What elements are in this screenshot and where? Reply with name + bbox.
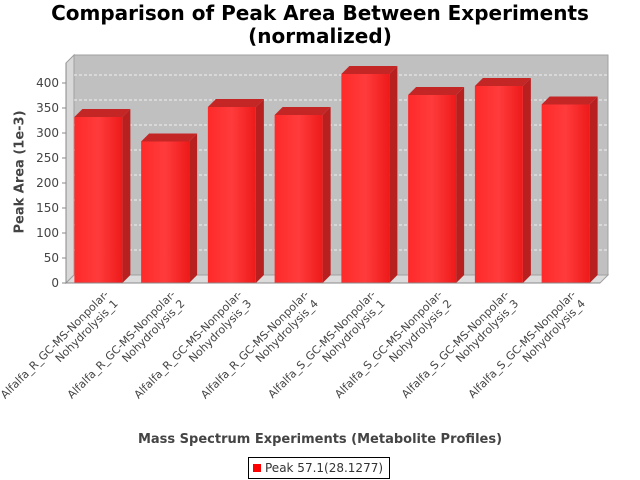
bar-side-3	[255, 99, 264, 283]
bar-1	[74, 109, 131, 283]
bar-top-2	[141, 133, 198, 142]
bars	[74, 66, 598, 283]
bar-8	[541, 96, 598, 283]
bar-side-1	[122, 109, 131, 283]
bar-side-4	[322, 107, 331, 283]
bar-front-8	[541, 104, 590, 283]
bar-top-3	[207, 99, 264, 107]
bar-front-5	[341, 74, 390, 283]
bar-6	[408, 87, 465, 283]
y-tick-label-5: 250	[36, 151, 59, 165]
y-tick-label-2: 100	[36, 226, 59, 240]
bar-side-6	[456, 87, 465, 283]
bar-4	[274, 107, 331, 283]
x-axis: Alfalfa_R_GC-MS-Nonpolar-Nohydrolysis_1A…	[0, 282, 600, 411]
y-tick-label-3: 150	[36, 201, 59, 215]
plot-left-wall	[65, 53, 75, 285]
legend-swatch	[253, 464, 261, 472]
x-tick-label-1: Alfalfa_R_GC-MS-Nonpolar-Nohydrolysis_1	[0, 288, 121, 411]
bar-top-8	[541, 96, 598, 105]
bar-top-4	[274, 107, 331, 115]
bar-2	[141, 133, 198, 283]
legend: Peak 57.1(28.1277)	[248, 457, 391, 479]
bar-front-4	[274, 115, 323, 283]
chart-title-line-1: Comparison of Peak Area Between Experime…	[51, 1, 589, 25]
bar-5	[341, 66, 398, 283]
bar-top-7	[474, 78, 531, 86]
bar-top-6	[408, 87, 465, 95]
bar-7	[474, 78, 531, 283]
y-axis-label: Peak Area (1e-3)	[12, 110, 28, 234]
y-tick-label-8: 400	[36, 76, 59, 90]
y-axis: 0 50 100 150 200 250 300 350 400	[36, 63, 67, 290]
bar-side-5	[389, 66, 398, 283]
x-tick-label-line: Alfalfa_R_GC-MS-Nonpolar-	[0, 288, 112, 401]
y-tick-label-4: 200	[36, 176, 59, 190]
y-tick-label-7: 350	[36, 101, 59, 115]
bar-front-6	[408, 95, 457, 283]
chart-title-line-2: (normalized)	[248, 24, 392, 48]
bar-side-7	[522, 78, 531, 283]
bar-top-1	[74, 109, 131, 117]
y-tick-label-1: 50	[44, 251, 59, 265]
legend-label: Peak 57.1(28.1277)	[265, 461, 384, 475]
y-tick-label-6: 300	[36, 126, 59, 140]
bar-front-3	[207, 107, 256, 283]
bar-front-1	[74, 117, 123, 283]
x-axis-label: Mass Spectrum Experiments (Metabolite Pr…	[137, 432, 503, 447]
bar-side-2	[189, 133, 198, 283]
chart-title: Comparison of Peak Area Between Experime…	[0, 2, 640, 48]
y-tick-label-0: 0	[51, 276, 59, 290]
bar-top-5	[341, 66, 398, 74]
bar-side-8	[589, 96, 598, 283]
bar-front-2	[141, 141, 190, 283]
bar-front-7	[474, 86, 523, 283]
bar-3	[207, 99, 264, 283]
